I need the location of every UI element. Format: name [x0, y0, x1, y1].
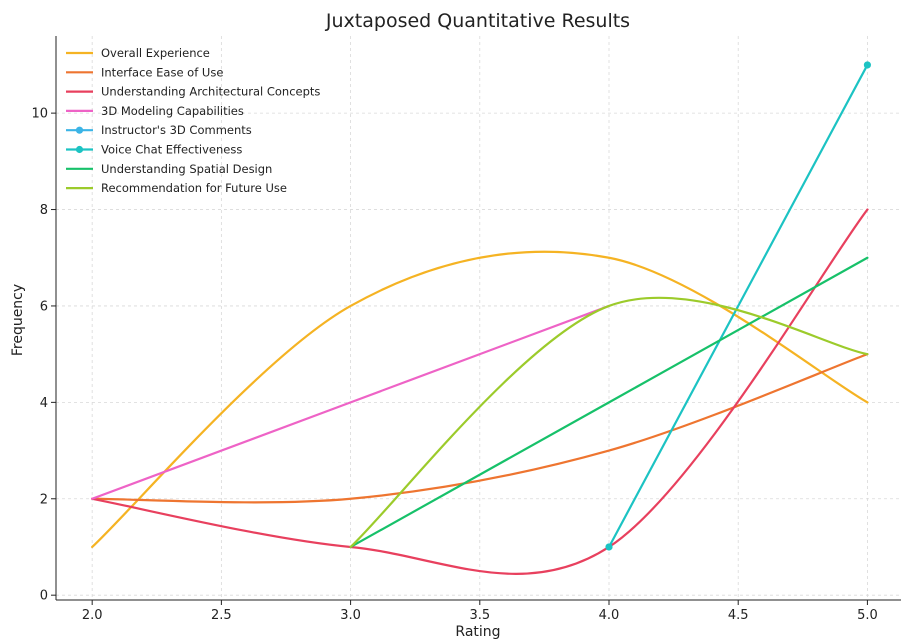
- legend-label: Instructor's 3D Comments: [101, 123, 252, 137]
- legend-item: Voice Chat Effectiveness: [66, 143, 242, 157]
- x-tick-label: 3.0: [340, 608, 361, 623]
- series-3d-modeling-capabilities: [91, 304, 611, 500]
- chart-title: Juxtaposed Quantitative Results: [325, 10, 630, 32]
- axes: 2.0 2.5 3.0 3.5 4.0 4.5 5.0 0 2 4 6 8 10: [31, 36, 901, 623]
- y-axis-title: Frequency: [10, 284, 26, 356]
- series-line-understanding-architectural-concepts: [91, 208, 869, 575]
- x-axis-title: Rating: [455, 624, 500, 640]
- x-tick-label: 5.0: [857, 608, 878, 623]
- series-layer: [91, 61, 872, 575]
- legend-label: Overall Experience: [101, 46, 210, 60]
- legend-label: Understanding Architectural Concepts: [101, 85, 320, 99]
- legend-item: Interface Ease of Use: [66, 65, 223, 79]
- x-tick-label: 2.0: [82, 608, 103, 623]
- x-tick-label: 4.5: [728, 608, 749, 623]
- legend-label: 3D Modeling Capabilities: [101, 104, 244, 118]
- x-tick-label: 3.5: [469, 608, 490, 623]
- legend-item: 3D Modeling Capabilities: [66, 104, 244, 118]
- series-line-overall-experience: [91, 250, 869, 549]
- series-understanding-spatial-design: [349, 256, 869, 549]
- y-tick-label: 2: [40, 492, 48, 507]
- legend-item: Understanding Architectural Concepts: [66, 85, 320, 99]
- data-point-voice-chat-effectiveness-0: [605, 543, 613, 551]
- series-line-interface-ease-of-use: [91, 353, 869, 504]
- data-point-voice-chat-effectiveness-1: [863, 61, 872, 69]
- series-overall-experience: [91, 250, 869, 549]
- legend-label: Interface Ease of Use: [101, 65, 223, 79]
- series-understanding-architectural-concepts: [91, 208, 869, 575]
- series-voice-chat-effectiveness: [605, 61, 872, 551]
- series-line-recommendation-for-future-use: [349, 296, 869, 549]
- legend-item: Overall Experience: [66, 46, 210, 60]
- legend-label: Recommendation for Future Use: [101, 181, 287, 195]
- x-tick-label: 4.0: [599, 608, 620, 623]
- grid: [56, 36, 901, 600]
- x-tick-label: 2.5: [211, 608, 232, 623]
- legend-label: Understanding Spatial Design: [101, 162, 272, 176]
- legend-marker: [75, 126, 84, 134]
- y-tick-label: 0: [40, 589, 48, 604]
- series-interface-ease-of-use: [91, 353, 869, 504]
- series-line-understanding-spatial-design: [349, 256, 869, 549]
- legend: Overall Experience Interface Ease of Use U…: [66, 46, 320, 195]
- legend-item: Instructor's 3D Comments: [66, 123, 252, 137]
- y-tick-label: 8: [40, 203, 48, 218]
- legend-item: Understanding Spatial Design: [66, 162, 272, 176]
- legend-item: Recommendation for Future Use: [66, 181, 287, 195]
- series-line-3d-modeling-capabilities: [91, 304, 611, 500]
- legend-label: Voice Chat Effectiveness: [101, 143, 242, 157]
- series-line-voice-chat-effectiveness: [607, 63, 869, 549]
- y-tick-label: 4: [40, 396, 48, 411]
- legend-marker: [75, 145, 84, 154]
- series-recommendation-for-future-use: [349, 296, 869, 549]
- y-tick-label: 10: [31, 107, 48, 122]
- y-tick-label: 6: [40, 299, 48, 314]
